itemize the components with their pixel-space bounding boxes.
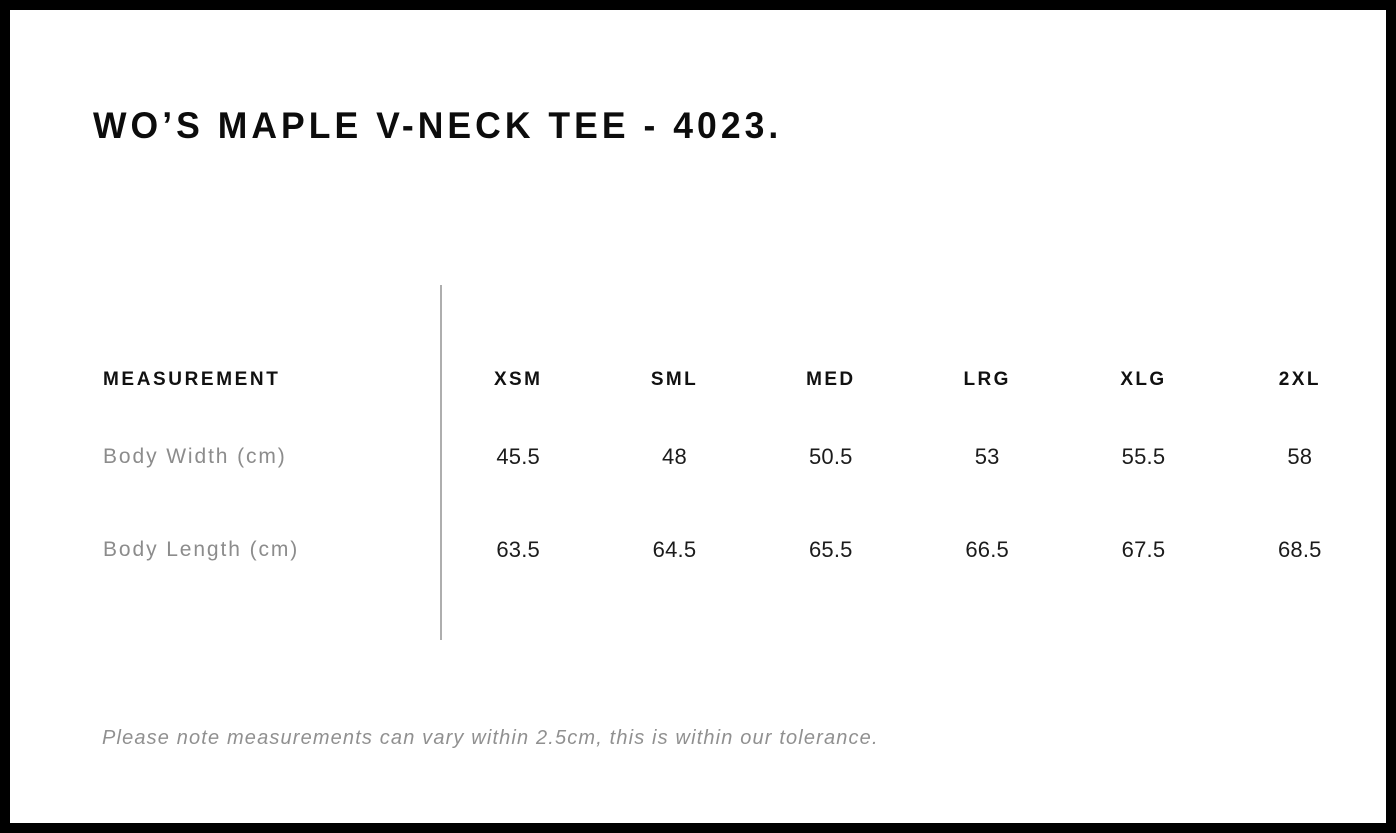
table-header-row: MEASUREMENT XSM SML MED LRG XLG 2XL (93, 350, 1378, 410)
cell-body-width-2xl: 58 (1287, 443, 1313, 469)
column-header-xsm: XSM (493, 369, 543, 390)
size-chart-content: WO’S MAPLE V-NECK TEE - 4023. MEASUREMEN… (10, 10, 1386, 823)
column-header-sml: SML (650, 369, 699, 390)
cell-body-width-xlg: 55.5 (1121, 443, 1166, 469)
vertical-divider (440, 285, 442, 640)
tolerance-note: Please note measurements can vary within… (102, 727, 879, 749)
column-header-2xl: 2XL (1278, 369, 1321, 390)
column-header-measurement: MEASUREMENT (103, 369, 281, 390)
cell-body-length-xsm: 63.5 (496, 536, 540, 562)
row-label-body-length: Body Length (cm) (103, 537, 300, 561)
cell-body-length-2xl: 68.5 (1277, 536, 1322, 562)
cell-body-width-xsm: 45.5 (496, 443, 540, 469)
cell-body-length-sml: 64.5 (652, 536, 697, 562)
cell-body-width-med: 50.5 (809, 443, 853, 469)
column-header-med: MED (806, 369, 856, 390)
page-title: WO’S MAPLE V-NECK TEE - 4023. (93, 105, 783, 146)
measurement-table: MEASUREMENT XSM SML MED LRG XLG 2XL Body… (93, 350, 1378, 596)
table-row: Body Width (cm) 45.5 48 50.5 53 55.5 58 (93, 410, 1378, 503)
cell-body-length-xlg: 67.5 (1121, 536, 1166, 562)
column-header-xlg: XLG (1120, 369, 1167, 390)
cell-body-length-lrg: 66.5 (965, 536, 1009, 562)
table-row: Body Length (cm) 63.5 64.5 65.5 66.5 67.… (93, 503, 1378, 596)
column-header-lrg: LRG (963, 369, 1011, 390)
row-label-body-width: Body Width (cm) (103, 444, 287, 468)
cell-body-width-lrg: 53 (974, 443, 1000, 469)
cell-body-width-sml: 48 (662, 443, 687, 469)
cell-body-length-med: 65.5 (809, 536, 853, 562)
